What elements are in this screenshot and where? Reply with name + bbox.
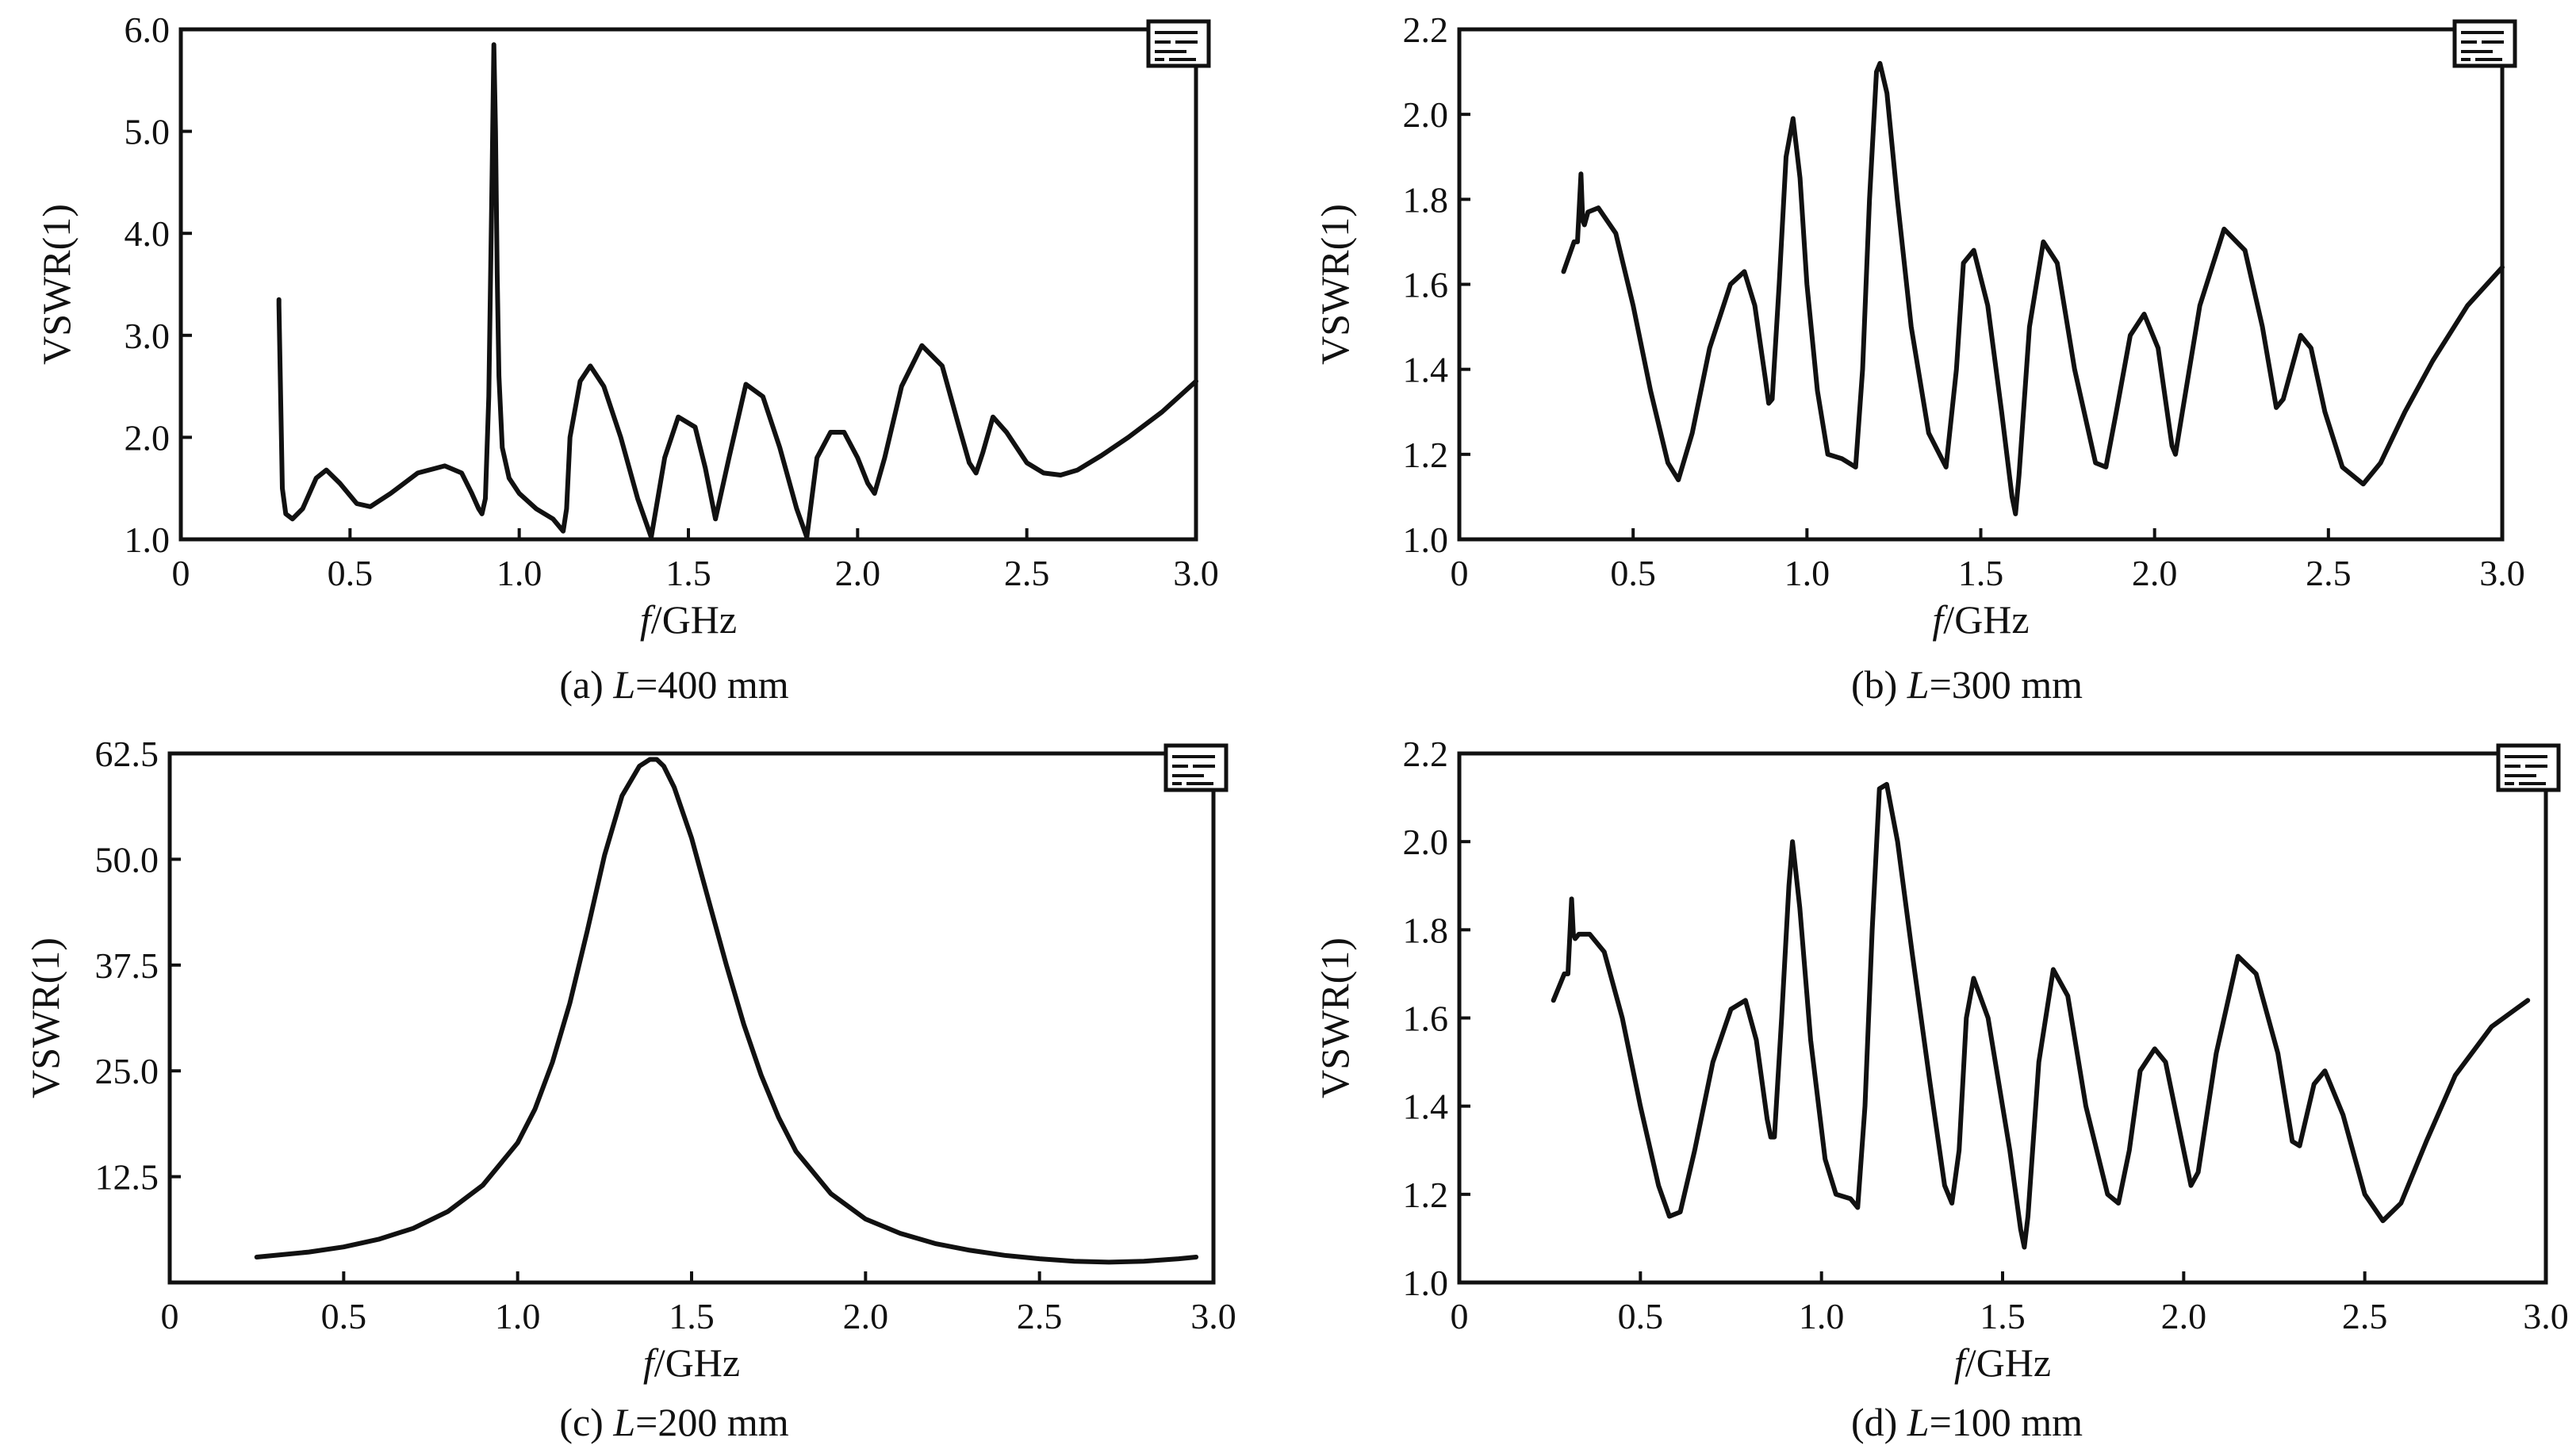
x-axis-label: f/GHz bbox=[640, 597, 737, 642]
chart-panel-d: 0 0.5 1.0 1.5 2.0 2.5 3.0 1.0 1.2 1.4 1.6 1.8 2.0 2.2… bbox=[1313, 734, 2569, 1444]
x-tick-label: 0.5 bbox=[1610, 553, 1656, 593]
y-tick-label: 37.5 bbox=[95, 945, 159, 986]
x-tick-label: 0.5 bbox=[321, 1296, 367, 1336]
legend-icon bbox=[2496, 743, 2561, 792]
y-tick-label: 2.0 bbox=[125, 417, 171, 458]
y-axis-label: VSWR(1) bbox=[1313, 937, 1357, 1098]
vswr-series-line bbox=[254, 757, 1199, 1265]
x-tick-label: 1.0 bbox=[1799, 1296, 1845, 1336]
y-axis-label: VSWR(1) bbox=[23, 937, 67, 1098]
x-tick-label: 1.0 bbox=[1784, 553, 1830, 593]
panel-caption: (c) L=200 mm bbox=[559, 1400, 788, 1444]
caption-prefix: (b) bbox=[1851, 662, 1907, 707]
panel-caption: (d) L=100 mm bbox=[1851, 1400, 2083, 1444]
panel-caption: (a) L=400 mm bbox=[559, 662, 788, 707]
x-axis-unit: /GHz bbox=[654, 1340, 740, 1385]
x-tick-label: 2.0 bbox=[843, 1296, 889, 1336]
x-tick-label: 2.5 bbox=[2306, 553, 2352, 593]
y-tick-label: 1.0 bbox=[1403, 1263, 1449, 1303]
y-tick-label: 62.5 bbox=[95, 734, 159, 774]
legend-icon bbox=[2452, 19, 2517, 68]
y-tick-label: 12.5 bbox=[95, 1157, 159, 1198]
caption-suffix: =100 mm bbox=[1930, 1400, 2083, 1444]
caption-prefix: (a) bbox=[559, 662, 613, 707]
vswr-series-line bbox=[1551, 781, 2531, 1250]
x-axis-label: f/GHz bbox=[1954, 1340, 2051, 1385]
caption-prefix: (c) bbox=[559, 1400, 613, 1444]
x-tick-label: 0 bbox=[172, 553, 190, 593]
x-tick-label: 1.5 bbox=[1958, 553, 2004, 593]
x-tick-label: 1.0 bbox=[495, 1296, 541, 1336]
legend-icon bbox=[1146, 19, 1211, 68]
caption-variable: L bbox=[1907, 662, 1930, 707]
y-tick-label: 5.0 bbox=[125, 112, 171, 152]
x-axis-unit: /GHz bbox=[1965, 1340, 2051, 1385]
x-tick-label: 2.5 bbox=[1017, 1296, 1063, 1336]
y-tick-label: 2.0 bbox=[1403, 94, 1449, 135]
x-tick-label: 3.0 bbox=[1190, 1296, 1236, 1336]
y-tick-label: 1.4 bbox=[1403, 350, 1449, 390]
y-axis-label: VSWR(1) bbox=[34, 204, 79, 365]
caption-variable: L bbox=[612, 1400, 635, 1444]
x-axis-label: f/GHz bbox=[643, 1340, 740, 1385]
x-tick-label: 1.5 bbox=[665, 553, 711, 593]
x-axis-label: f/GHz bbox=[1932, 597, 2029, 642]
x-tick-label: 1.5 bbox=[1980, 1296, 2026, 1336]
y-tick-label: 1.2 bbox=[1403, 1175, 1449, 1215]
y-tick-label: 25.0 bbox=[95, 1051, 159, 1091]
x-tick-label: 2.5 bbox=[1004, 553, 1050, 593]
chart-panel-a: 0 0.5 1.0 1.5 2.0 2.5 3.0 1.0 2.0 3.0 4.0 5.0 6.0 f/G… bbox=[34, 10, 1219, 707]
x-tick-label: 3.0 bbox=[2523, 1296, 2569, 1336]
chart-panel-c: 0 0.5 1.0 1.5 2.0 2.5 3.0 12.5 25.0 37.5 50.0 62.5 f… bbox=[23, 734, 1236, 1444]
x-tick-label: 0 bbox=[1451, 1296, 1469, 1336]
caption-variable: L bbox=[1907, 1400, 1930, 1444]
caption-variable: L bbox=[612, 662, 635, 707]
y-tick-label: 1.8 bbox=[1403, 910, 1449, 950]
y-tick-label: 50.0 bbox=[95, 839, 159, 880]
plot-frame bbox=[178, 27, 1198, 542]
x-tick-label: 3.0 bbox=[2479, 553, 2525, 593]
x-tick-label: 2.0 bbox=[2161, 1296, 2207, 1336]
y-tick-label: 3.0 bbox=[125, 316, 171, 356]
y-tick-label: 2.0 bbox=[1403, 822, 1449, 862]
x-tick-label: 3.0 bbox=[1173, 553, 1219, 593]
caption-suffix: =300 mm bbox=[1930, 662, 2083, 707]
x-tick-label: 0 bbox=[161, 1296, 179, 1336]
vswr-series-line bbox=[276, 42, 1198, 540]
x-axis-unit: /GHz bbox=[651, 597, 737, 642]
y-tick-label: 6.0 bbox=[125, 10, 171, 50]
y-tick-label: 2.2 bbox=[1403, 734, 1449, 774]
legend-icon bbox=[1163, 743, 1229, 792]
x-tick-label: 1.0 bbox=[496, 553, 542, 593]
caption-suffix: =400 mm bbox=[635, 662, 789, 707]
x-tick-label: 2.0 bbox=[835, 553, 881, 593]
x-tick-label: 2.5 bbox=[2342, 1296, 2388, 1336]
vswr-series-line bbox=[1561, 60, 2505, 516]
y-tick-label: 1.8 bbox=[1403, 179, 1449, 220]
y-tick-label: 1.6 bbox=[1403, 265, 1449, 305]
y-tick-label: 2.2 bbox=[1403, 10, 1449, 50]
panel-caption: (b) L=300 mm bbox=[1851, 662, 2083, 707]
y-tick-label: 1.6 bbox=[1403, 999, 1449, 1039]
x-tick-label: 0 bbox=[1451, 553, 1469, 593]
y-tick-label: 1.0 bbox=[125, 519, 171, 560]
caption-prefix: (d) bbox=[1851, 1400, 1907, 1444]
x-tick-label: 0.5 bbox=[328, 553, 374, 593]
x-tick-label: 1.5 bbox=[669, 1296, 715, 1336]
y-tick-label: 1.2 bbox=[1403, 435, 1449, 475]
x-axis-unit: /GHz bbox=[1943, 597, 2029, 642]
y-tick-label: 4.0 bbox=[125, 213, 171, 254]
y-tick-label: 1.4 bbox=[1403, 1087, 1449, 1127]
chart-panel-b: 0 0.5 1.0 1.5 2.0 2.5 3.0 1.0 1.2 1.4 1.6 1.8 2.0 2.2… bbox=[1313, 10, 2525, 707]
caption-suffix: =200 mm bbox=[635, 1400, 789, 1444]
x-tick-label: 0.5 bbox=[1618, 1296, 1664, 1336]
y-tick-label: 1.0 bbox=[1403, 519, 1449, 560]
y-axis-label: VSWR(1) bbox=[1313, 204, 1357, 365]
x-tick-label: 2.0 bbox=[2132, 553, 2178, 593]
